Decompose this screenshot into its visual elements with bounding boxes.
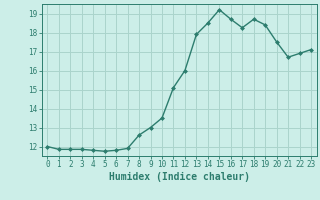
X-axis label: Humidex (Indice chaleur): Humidex (Indice chaleur) (109, 172, 250, 182)
